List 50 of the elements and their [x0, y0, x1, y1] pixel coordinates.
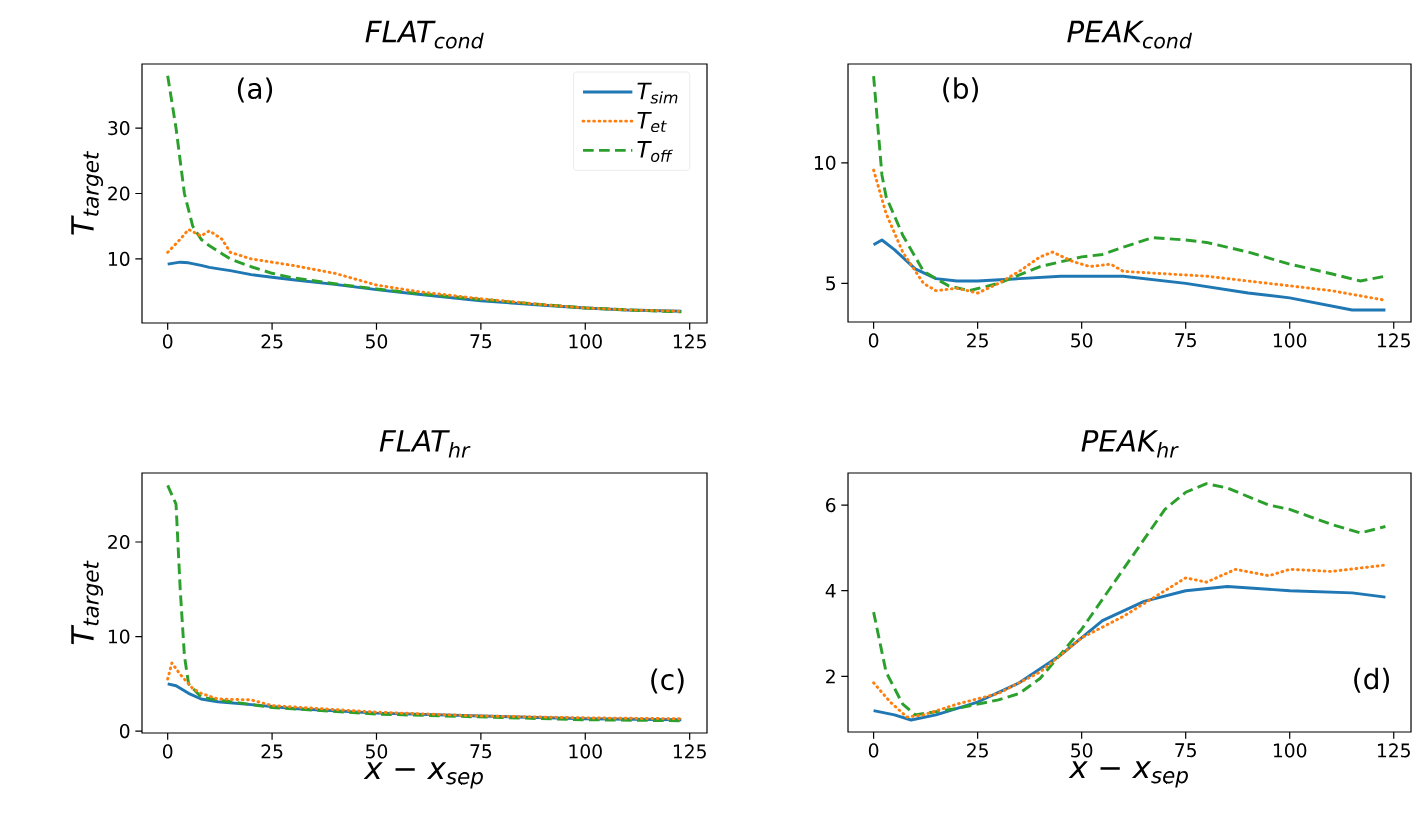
- x-tick-label: 75: [1175, 743, 1196, 758]
- x-tick-label: 0: [868, 333, 879, 348]
- legend-label: T$_{off}$: [637, 141, 673, 162]
- y-tick-label: 20: [108, 186, 130, 201]
- x-axis-title: x − x$_{sep}$: [1068, 761, 1188, 788]
- x-tick-label: 75: [470, 334, 492, 349]
- x-tick-label: 75: [470, 744, 492, 759]
- x-tick-label: 25: [261, 744, 283, 759]
- x-tick-label: 50: [1071, 743, 1093, 758]
- x-tick-label: 50: [1071, 333, 1093, 348]
- legend-label: T$_{et}$: [637, 111, 667, 133]
- annotation: (a): [237, 77, 273, 103]
- y-tick-label: 10: [108, 629, 130, 644]
- x-tick-label: 0: [162, 334, 173, 349]
- x-tick-label: 25: [261, 334, 283, 349]
- annotation: (d): [1354, 667, 1389, 693]
- x-tick-label: 100: [1273, 333, 1307, 348]
- legend-label: T$_{sim}$: [637, 82, 678, 104]
- x-tick-label: 50: [366, 334, 388, 349]
- y-tick-label: 2: [826, 669, 835, 684]
- y-tick-label: 30: [108, 121, 130, 136]
- x-tick-label: 100: [1273, 743, 1307, 758]
- x-tick-label: 125: [673, 744, 706, 759]
- y-axis-title: T$_{target}$: [71, 560, 104, 645]
- x-tick-label: 0: [868, 743, 879, 758]
- x-tick-label: 125: [1377, 743, 1410, 758]
- x-axis-title: x − x$_{sep}$: [363, 762, 483, 789]
- y-tick-label: 10: [108, 251, 130, 266]
- annotation: (b): [943, 77, 979, 103]
- y-tick-label: 5: [826, 276, 835, 291]
- x-tick-label: 0: [162, 744, 173, 759]
- x-tick-label: 125: [673, 334, 706, 349]
- y-tick-label: 0: [119, 724, 130, 739]
- y-tick-label: 6: [826, 498, 836, 513]
- y-tick-label: 20: [108, 534, 130, 550]
- chart-title: FLAT$_{cond}$: [365, 20, 484, 49]
- x-tick-label: 125: [1377, 333, 1410, 348]
- x-tick-label: 25: [967, 333, 988, 348]
- x-tick-label: 75: [1175, 333, 1196, 348]
- x-tick-label: 100: [569, 744, 602, 759]
- chart-title: PEAK$_{cond}$: [1067, 20, 1192, 49]
- annotation: (c): [651, 668, 684, 694]
- chart-title: FLAT$_{hr}$: [379, 430, 471, 458]
- chart-title: PEAK$_{hr}$: [1081, 430, 1179, 458]
- x-tick-label: 50: [366, 744, 388, 759]
- x-tick-label: 100: [569, 334, 602, 349]
- y-axis-title: T$_{target}$: [71, 150, 104, 235]
- y-tick-label: 4: [825, 583, 836, 598]
- y-tick-label: 10: [814, 155, 836, 170]
- x-tick-label: 25: [967, 743, 988, 758]
